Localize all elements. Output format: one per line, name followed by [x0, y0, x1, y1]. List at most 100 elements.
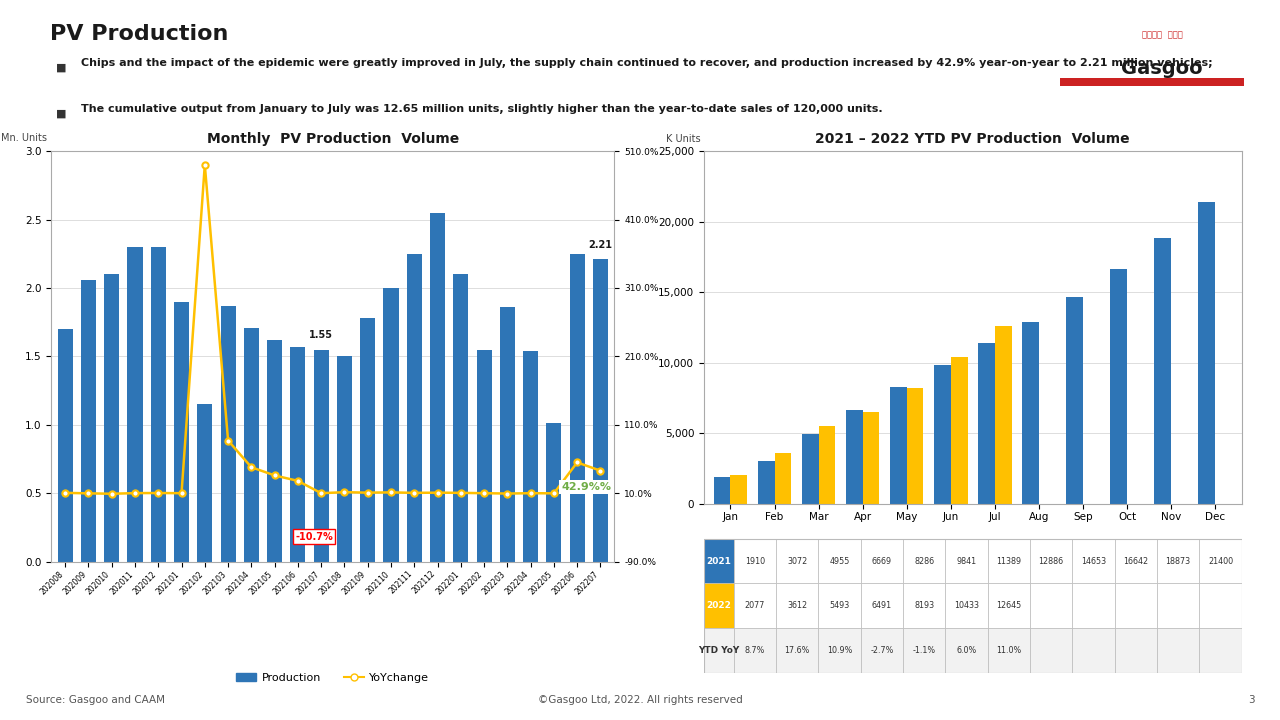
Bar — [1115, 629, 1157, 673]
Text: 16642: 16642 — [1124, 557, 1148, 565]
Bar — [995, 325, 1011, 504]
Bar — [1023, 322, 1039, 504]
Text: 12886: 12886 — [1038, 557, 1064, 565]
Text: 6491: 6491 — [872, 601, 892, 611]
Text: 1910: 1910 — [745, 557, 765, 565]
Bar — [1199, 629, 1242, 673]
Text: Chips and the impact of the epidemic were greatly improved in July, the supply c: Chips and the impact of the epidemic wer… — [81, 58, 1212, 68]
Text: 14653: 14653 — [1080, 557, 1106, 565]
Text: 3: 3 — [1248, 696, 1254, 705]
Bar — [801, 434, 819, 504]
Bar — [904, 583, 946, 629]
Text: 5493: 5493 — [829, 601, 850, 611]
Text: 2022: 2022 — [707, 601, 731, 611]
Text: -1.1%: -1.1% — [913, 647, 936, 655]
Bar — [946, 539, 988, 583]
Bar — [337, 356, 352, 562]
Bar — [1157, 539, 1199, 583]
Bar — [243, 328, 259, 562]
Text: -2.7%: -2.7% — [870, 647, 893, 655]
Bar — [1073, 539, 1115, 583]
Bar — [731, 474, 748, 504]
Bar — [978, 343, 995, 504]
Bar — [547, 423, 562, 562]
Bar — [704, 583, 733, 629]
Text: 9841: 9841 — [956, 557, 977, 565]
Bar — [314, 349, 329, 562]
Bar — [291, 347, 306, 562]
Text: 8.7%: 8.7% — [745, 647, 765, 655]
Bar — [81, 280, 96, 562]
Bar — [1157, 583, 1199, 629]
Bar — [758, 461, 774, 504]
Bar — [946, 583, 988, 629]
Text: 12645: 12645 — [996, 601, 1021, 611]
Bar — [860, 539, 904, 583]
Text: PV Production: PV Production — [50, 24, 229, 44]
Text: 6.0%: 6.0% — [956, 647, 977, 655]
Text: 8286: 8286 — [914, 557, 934, 565]
Bar — [1157, 629, 1199, 673]
Bar — [988, 629, 1030, 673]
Text: 1.55: 1.55 — [310, 330, 333, 340]
Text: ■: ■ — [56, 63, 67, 73]
Bar — [1030, 583, 1073, 629]
Title: Monthly  PV Production  Volume: Monthly PV Production Volume — [206, 132, 460, 146]
Text: ■: ■ — [56, 109, 67, 119]
Bar — [1198, 202, 1215, 504]
Bar — [860, 583, 904, 629]
Bar — [860, 629, 904, 673]
Text: 21400: 21400 — [1208, 557, 1233, 565]
Text: 2077: 2077 — [745, 601, 765, 611]
Bar — [776, 629, 818, 673]
Bar — [904, 629, 946, 673]
Bar — [197, 404, 212, 562]
Bar — [946, 629, 988, 673]
Bar — [104, 274, 119, 562]
Bar — [714, 477, 731, 504]
Text: 11.0%: 11.0% — [996, 647, 1021, 655]
Bar — [863, 413, 879, 504]
Bar — [430, 212, 445, 562]
Bar — [524, 351, 538, 562]
Bar — [1030, 539, 1073, 583]
Text: 盖世汽车  研究院: 盖世汽车 研究院 — [1142, 30, 1183, 39]
Text: Source: Gasgoo and CAAM: Source: Gasgoo and CAAM — [26, 696, 165, 705]
Bar — [906, 388, 923, 504]
Text: 2021: 2021 — [707, 557, 731, 565]
Bar — [220, 306, 236, 562]
Bar — [268, 340, 282, 562]
Bar — [499, 307, 515, 562]
Text: ©Gasgoo Ltd, 2022. All rights reserved: ©Gasgoo Ltd, 2022. All rights reserved — [538, 696, 742, 705]
Bar — [1073, 629, 1115, 673]
Bar — [476, 349, 492, 562]
Text: 3072: 3072 — [787, 557, 808, 565]
Bar — [1110, 269, 1126, 504]
Bar — [174, 302, 189, 562]
Bar — [151, 247, 166, 562]
Bar — [934, 365, 951, 504]
Bar — [988, 539, 1030, 583]
Text: 6669: 6669 — [872, 557, 892, 565]
Bar — [1115, 583, 1157, 629]
Bar — [733, 629, 776, 673]
Bar — [776, 539, 818, 583]
Bar — [1073, 583, 1115, 629]
Bar — [704, 539, 733, 583]
Bar — [407, 253, 422, 562]
Text: 8193: 8193 — [914, 601, 934, 611]
Text: 42.9%%: 42.9%% — [562, 482, 612, 492]
Bar — [951, 357, 968, 504]
Bar — [818, 629, 860, 673]
Text: 18873: 18873 — [1166, 557, 1190, 565]
Bar — [818, 539, 860, 583]
Bar — [570, 253, 585, 562]
Bar — [1060, 84, 1244, 86]
Text: 10433: 10433 — [954, 601, 979, 611]
Bar — [58, 329, 73, 562]
Bar — [1030, 629, 1073, 673]
Text: 3612: 3612 — [787, 601, 808, 611]
Bar — [904, 539, 946, 583]
Bar — [1060, 78, 1244, 81]
Text: The cumulative output from January to July was 12.65 million units, slightly hig: The cumulative output from January to Ju… — [81, 104, 882, 114]
